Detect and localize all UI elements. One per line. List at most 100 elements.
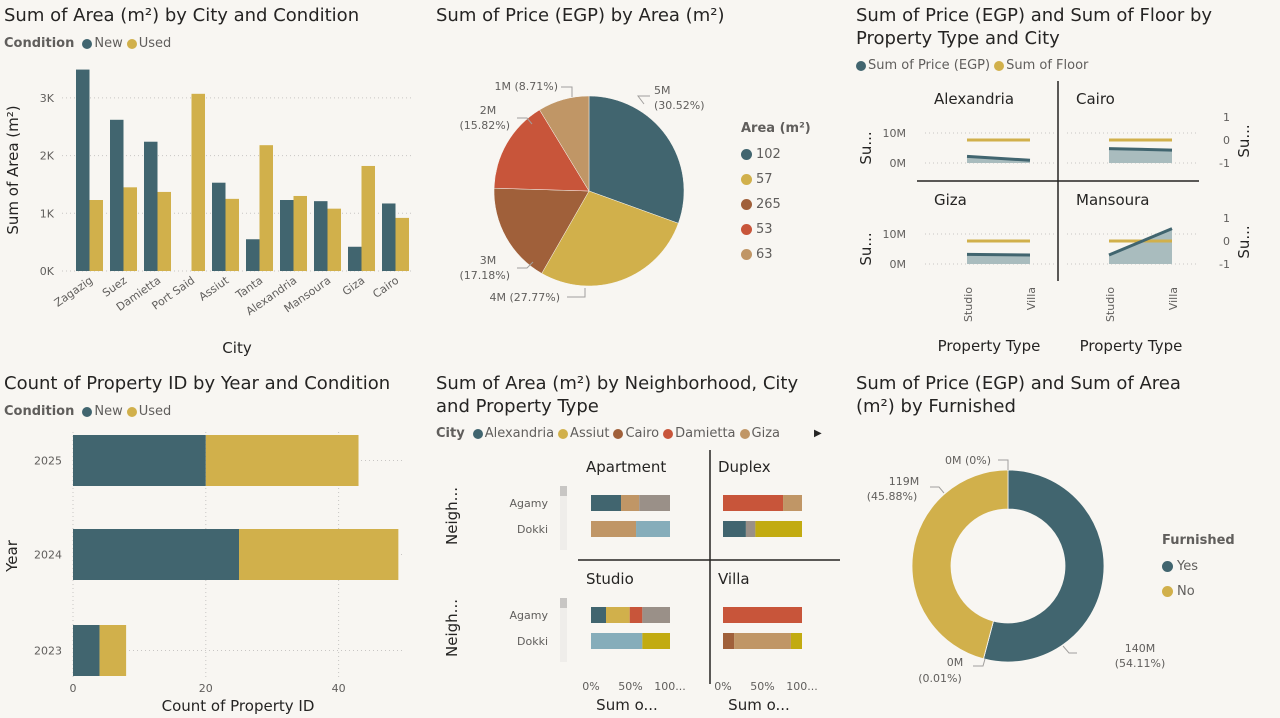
bar-used[interactable] <box>191 93 206 272</box>
y-axis-title: Sum of Area (m²) <box>4 105 22 234</box>
area-fill <box>1109 228 1172 264</box>
panel-count-by-year: Count of Property ID by Year and Conditi… <box>0 366 420 718</box>
legend-item[interactable]: Damietta <box>663 426 736 441</box>
bar-used[interactable] <box>327 208 342 271</box>
bar-segment[interactable] <box>723 607 802 623</box>
bar-new[interactable] <box>382 203 396 271</box>
bar-segment[interactable] <box>606 607 630 623</box>
bar-segment[interactable] <box>591 521 637 537</box>
legend-item[interactable]: 265 <box>741 192 811 217</box>
legend-item-yes[interactable]: Yes <box>1162 554 1235 579</box>
bar-segment[interactable] <box>621 495 640 511</box>
legend-dot-icon <box>126 38 137 49</box>
bar-segment[interactable] <box>639 495 670 511</box>
line-sum-of-price[interactable] <box>1108 227 1173 257</box>
y-tick-label: 3K <box>40 92 55 105</box>
pie-slice[interactable] <box>588 95 685 224</box>
bar-segment[interactable] <box>790 633 802 649</box>
bar-used[interactable] <box>361 165 376 271</box>
bar-segment[interactable] <box>723 633 735 649</box>
legend-item-new[interactable]: New <box>82 404 123 419</box>
x-tick-label: 20 <box>199 682 213 695</box>
data-label: 1M (8.71%) <box>494 80 558 93</box>
bar-new[interactable] <box>314 201 328 271</box>
line-sum-of-price[interactable] <box>1108 147 1173 152</box>
panel-area-by-neighborhood: Sum of Area (m²) by Neighborhood, City a… <box>430 366 840 718</box>
legend-item[interactable]: 102 <box>741 142 811 167</box>
y-tick-label: Dokki <box>517 523 548 536</box>
bar-new[interactable] <box>73 435 206 486</box>
bar-segment[interactable] <box>591 607 607 623</box>
x-tick-label: 50% <box>618 680 642 693</box>
pie-slice[interactable] <box>539 95 590 192</box>
legend-item[interactable]: Cairo <box>613 426 659 441</box>
bar-segment[interactable] <box>636 521 670 537</box>
bar-segment[interactable] <box>591 495 622 511</box>
chart-title: Sum of Price (EGP) by Area (m²) <box>436 5 725 26</box>
bar-segment[interactable] <box>745 521 756 537</box>
legend-item-new[interactable]: New <box>82 36 123 51</box>
bar-segment[interactable] <box>723 521 746 537</box>
legend-item[interactable]: 63 <box>741 242 811 267</box>
bar-segment[interactable] <box>755 521 802 537</box>
legend-item[interactable]: Giza <box>739 426 780 441</box>
bar-segment[interactable] <box>723 495 784 511</box>
legend-item-used[interactable]: Used <box>126 36 171 51</box>
legend-label: Cairo <box>625 426 660 441</box>
scrollbar-thumb[interactable] <box>560 486 567 496</box>
bar-segment[interactable] <box>642 633 670 649</box>
bar-used[interactable] <box>239 529 399 580</box>
legend-item[interactable]: Assiut <box>558 426 609 441</box>
bar-used[interactable] <box>259 145 274 271</box>
legend-label: 265 <box>756 197 781 212</box>
legend-next-arrow-icon[interactable]: ▶ <box>814 428 822 439</box>
bar-used[interactable] <box>225 198 240 271</box>
bar-used[interactable] <box>293 195 308 271</box>
bar-used[interactable] <box>205 435 359 486</box>
donut-slice[interactable] <box>911 469 1009 660</box>
data-label: 0M <box>947 656 964 669</box>
bar-used[interactable] <box>89 200 104 271</box>
x-tick-label: 0 <box>70 682 77 695</box>
pie-slice[interactable] <box>541 190 679 287</box>
bar-segment[interactable] <box>591 633 643 649</box>
panel-price-by-area: Sum of Price (EGP) by Area (m²) 5M (30.52… <box>430 0 840 362</box>
bar-segment[interactable] <box>783 495 802 511</box>
bar-segment[interactable] <box>629 607 643 623</box>
legend-item[interactable]: 57 <box>741 167 811 192</box>
bar-used[interactable] <box>157 191 172 271</box>
bar-new[interactable] <box>144 141 158 271</box>
bar-used[interactable] <box>123 187 138 271</box>
bar-chart-count-by-year: 0 20 40 2025 2024 2023 Count of Property ID Yea… <box>3 432 404 715</box>
legend-item[interactable]: Alexandria <box>472 426 554 441</box>
bar-new[interactable] <box>73 529 239 580</box>
legend-item-price[interactable]: Sum of Price (EGP) <box>856 58 990 73</box>
bar-new[interactable] <box>348 246 362 271</box>
legend-dot-icon <box>1162 586 1173 597</box>
bar-used[interactable] <box>99 625 127 676</box>
bar-segment[interactable] <box>734 633 791 649</box>
legend-item[interactable]: 53 <box>741 217 811 242</box>
donut-slice[interactable] <box>982 469 1105 663</box>
bar-used[interactable] <box>395 217 410 271</box>
y-tick-label: 10M <box>883 127 907 140</box>
bar-new[interactable] <box>280 200 294 271</box>
legend-dot-icon <box>613 428 624 439</box>
scrollbar-thumb[interactable] <box>560 598 567 608</box>
panel-type-title: Apartment <box>586 458 666 476</box>
legend-item-floor[interactable]: Sum of Floor <box>994 58 1088 73</box>
bar-new[interactable] <box>212 182 226 271</box>
bar-new[interactable] <box>73 625 100 676</box>
bar-new[interactable] <box>110 119 124 271</box>
legend-dot-icon <box>82 406 93 417</box>
line-sum-of-price[interactable] <box>966 252 1031 257</box>
bar-new[interactable] <box>246 239 260 271</box>
line-sum-of-price[interactable] <box>966 154 1031 162</box>
pie-slice[interactable] <box>493 187 590 274</box>
panel-city-title: Cairo <box>1076 90 1115 108</box>
pie-slice[interactable] <box>493 109 590 192</box>
legend-item-no[interactable]: No <box>1162 579 1235 604</box>
bar-new[interactable] <box>76 69 90 271</box>
bar-segment[interactable] <box>642 607 670 623</box>
legend-item-used[interactable]: Used <box>126 404 171 419</box>
